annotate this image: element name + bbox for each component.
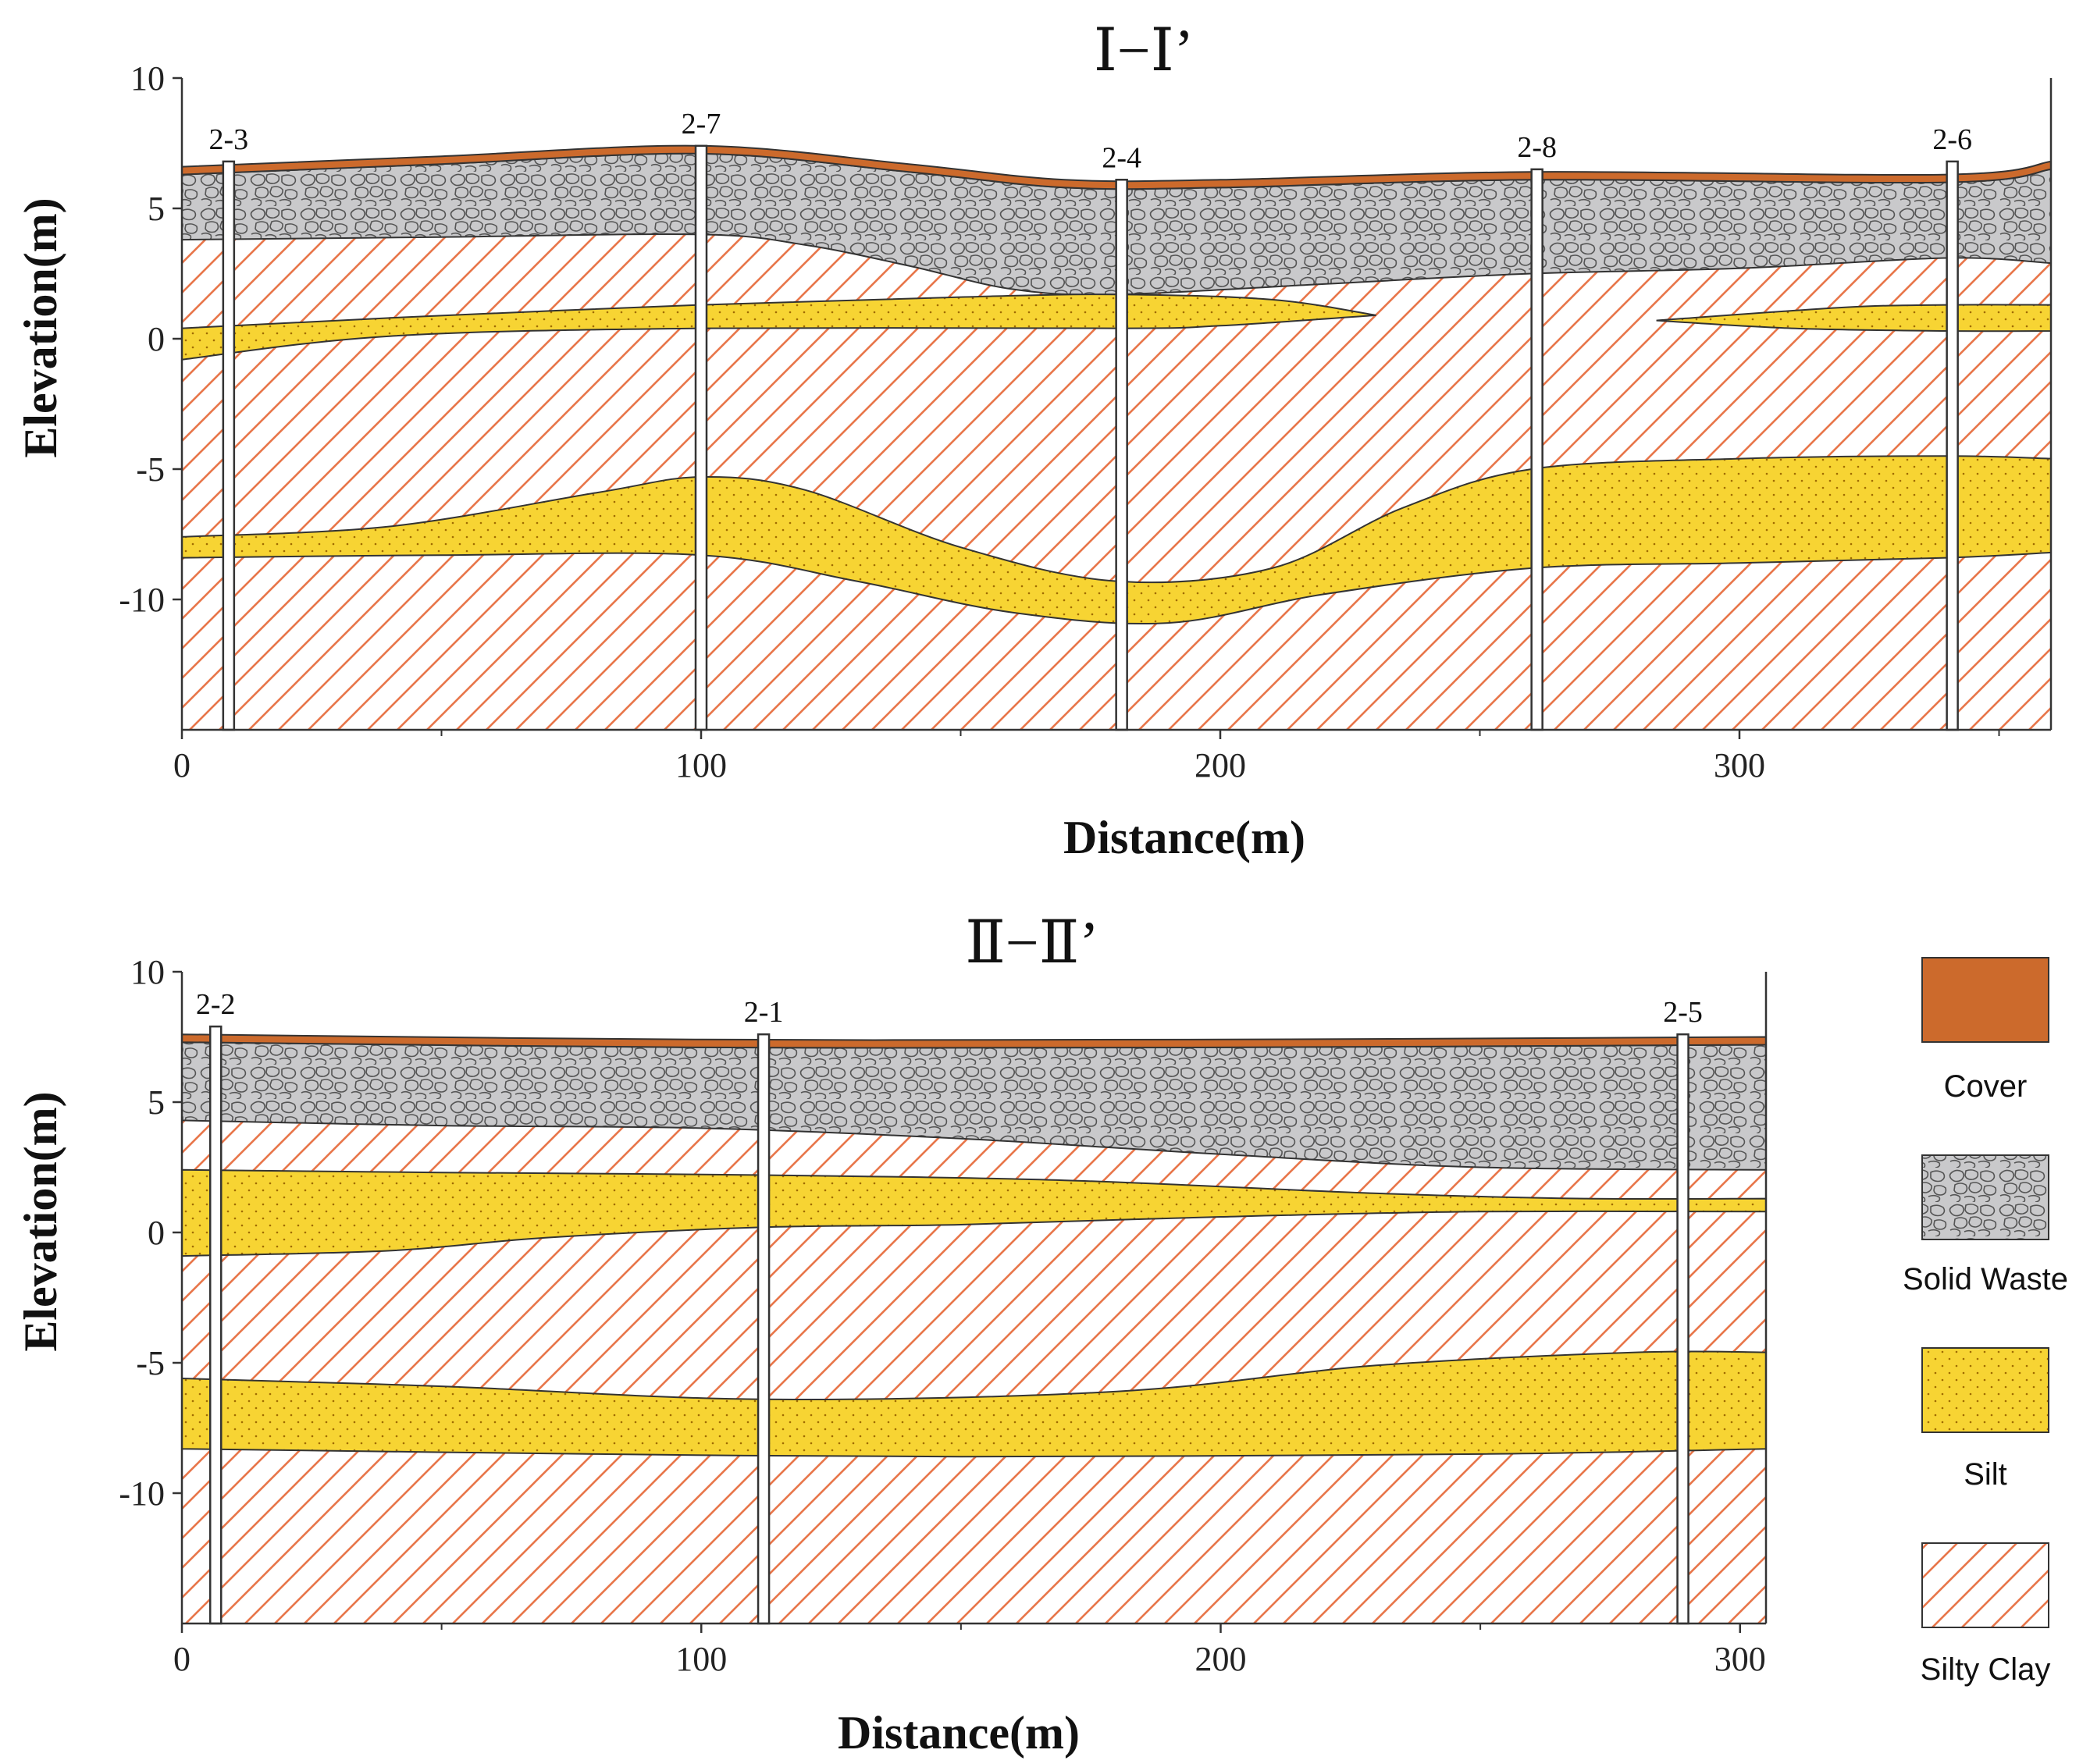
x-tick-label: 100 — [675, 746, 727, 784]
borehole-label: 2-5 — [1663, 996, 1703, 1029]
borehole — [222, 160, 236, 731]
legend-swatch-cover — [1921, 957, 2049, 1043]
borehole — [1530, 168, 1543, 731]
layer-cover — [182, 144, 2051, 190]
borehole-label: 2-3 — [209, 123, 249, 156]
cross-section-1: Ⅰ−Ⅰ’ 2-3 2-7 2-4 2-8 2-6 10 5 0 -5 -10 0 100 200 30… — [15, 18, 2053, 863]
plot-area: 2-3 2-7 2-4 2-8 2-6 — [180, 78, 2053, 731]
y-tick-label: -10 — [119, 581, 165, 619]
y-tick-label: -5 — [136, 450, 165, 489]
legend-label-silt: Silt — [1964, 1457, 2007, 1492]
y-tick-label: 10 — [130, 59, 165, 98]
y-axis: 10 5 0 -5 -10 — [119, 59, 182, 619]
x-tick-label: 300 — [1714, 1640, 1766, 1678]
legend-label-cover: Cover — [1944, 1069, 2028, 1104]
chart-title: Ⅱ−Ⅱ’ — [965, 910, 1098, 976]
legend-swatch-solid-waste — [1921, 1154, 2049, 1240]
borehole — [757, 1033, 771, 1625]
plot-area: 2-2 2-1 2-5 — [180, 972, 1768, 1625]
borehole-label: 2-8 — [1517, 131, 1557, 164]
legend-label-solid-waste: Solid Waste — [1903, 1262, 2068, 1296]
borehole-label: 2-4 — [1102, 141, 1141, 174]
layer-cover — [182, 1033, 1766, 1049]
borehole — [1946, 160, 1959, 731]
borehole-label: 2-7 — [682, 108, 721, 140]
x-tick-label: 0 — [173, 1640, 190, 1678]
y-tick-label: 0 — [148, 1214, 165, 1252]
y-tick-label: 10 — [130, 953, 165, 991]
borehole — [694, 144, 708, 731]
layer-silt — [182, 293, 1376, 361]
x-tick-label: 200 — [1195, 746, 1246, 784]
layer-silt — [182, 1350, 1766, 1458]
x-axis-title: Distance(m) — [838, 1707, 1080, 1759]
layer-silt — [182, 455, 2051, 625]
x-axis: 0 100 200 300 — [173, 1624, 1766, 1678]
y-tick-label: -5 — [136, 1344, 165, 1382]
y-axis-title: Elevation(m) — [15, 197, 66, 457]
cross-section-2: Ⅱ−Ⅱ’ 2-2 2-1 2-5 10 5 0 -5 -10 0 100 200 300 Dist… — [15, 910, 1768, 1759]
x-axis-title: Distance(m) — [1063, 812, 1305, 863]
borehole-label: 2-2 — [196, 988, 236, 1021]
x-tick-label: 0 — [173, 746, 190, 784]
x-tick-label: 200 — [1195, 1640, 1246, 1678]
legend-swatch-silty-clay — [1921, 1542, 2049, 1628]
borehole — [208, 1025, 223, 1625]
y-tick-label: 0 — [148, 320, 165, 358]
borehole-label: 2-6 — [1932, 123, 1972, 156]
y-axis: 10 5 0 -5 -10 — [119, 953, 182, 1513]
borehole — [1676, 1033, 1689, 1625]
y-tick-label: 5 — [148, 1083, 165, 1122]
legend-swatch-silt — [1921, 1347, 2049, 1433]
x-axis: 0 100 200 300 — [173, 730, 2000, 784]
y-tick-label: -10 — [119, 1474, 165, 1513]
x-tick-label: 300 — [1714, 746, 1765, 784]
legend: Cover Solid Waste Silt Silty Clay — [1903, 957, 2068, 1687]
y-axis-title: Elevation(m) — [15, 1091, 66, 1351]
x-tick-label: 100 — [675, 1640, 727, 1678]
chart-title: Ⅰ−Ⅰ’ — [1094, 18, 1194, 84]
borehole — [1115, 179, 1128, 731]
borehole-label: 2-1 — [744, 996, 784, 1029]
y-tick-label: 5 — [148, 190, 165, 228]
legend-label-silty-clay: Silty Clay — [1921, 1652, 2051, 1687]
